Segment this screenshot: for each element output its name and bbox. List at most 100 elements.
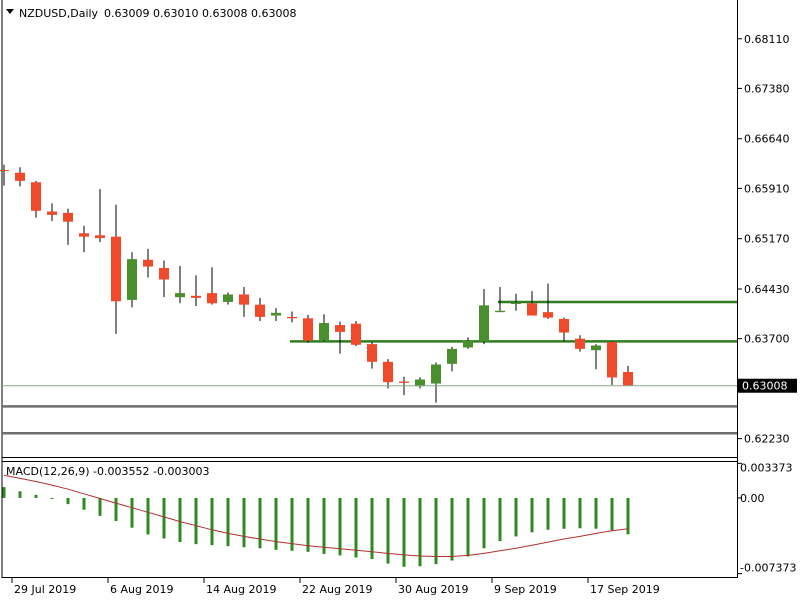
candle — [479, 289, 489, 345]
bear-candle-body — [527, 303, 537, 316]
candle — [63, 208, 73, 245]
candle — [127, 252, 137, 308]
candle — [79, 225, 89, 253]
price-tick-label: 0.62230 — [744, 433, 790, 446]
bear-candle-body — [47, 211, 57, 215]
price-tick-label: 0.65910 — [744, 182, 790, 195]
candle — [511, 293, 521, 311]
time-tick-label: 14 Aug 2019 — [206, 583, 276, 596]
candles — [0, 164, 633, 403]
macd-signal-line — [3, 474, 629, 557]
bear-candle-body — [207, 293, 217, 304]
macd-tick-label: 0.00 — [740, 492, 765, 505]
bull-candle-body — [511, 302, 521, 304]
price-axis-ticks: 0.68110 0.67380 0.66640 0.65910 0.65170 0.644… — [738, 33, 790, 446]
bull-candle-body — [431, 364, 441, 384]
bear-candle-body — [31, 182, 41, 211]
candle — [415, 377, 425, 389]
bear-candle-body — [351, 323, 361, 345]
candle — [607, 341, 617, 385]
time-tick-label: 9 Sep 2019 — [494, 583, 557, 596]
time-tick-label: 22 Aug 2019 — [302, 583, 372, 596]
bear-candle-body — [63, 212, 73, 222]
bull-candle-body — [447, 348, 457, 364]
price-tick-label: 0.65170 — [744, 233, 790, 246]
candle — [367, 342, 377, 369]
bear-candle-body — [95, 235, 105, 239]
bull-candle-body — [175, 293, 185, 298]
bear-candle-body — [399, 381, 409, 383]
macd-histogram — [2, 487, 630, 567]
bull-candle-body — [415, 379, 425, 387]
time-axis-ticks: 29 Jul 2019 6 Aug 2019 14 Aug 2019 22 Aug 2… — [11, 578, 660, 596]
candle — [527, 291, 537, 316]
time-tick-label: 17 Sep 2019 — [590, 583, 660, 596]
candle — [319, 314, 329, 342]
bear-candle-body — [255, 304, 265, 317]
bear-candle-body — [335, 325, 345, 332]
bear-candle-body — [15, 172, 25, 181]
symbol-label: NZDUSD,Daily — [19, 7, 99, 20]
candle — [431, 362, 441, 403]
candle — [575, 335, 585, 352]
candle — [255, 297, 265, 321]
candle — [31, 180, 41, 218]
price-tick-label: 0.64430 — [744, 283, 790, 296]
bull-candle-body — [127, 259, 137, 300]
bull-candle-body — [495, 310, 505, 313]
bear-candle-body — [191, 295, 201, 298]
candle — [623, 365, 633, 386]
bull-candle-body — [479, 305, 489, 342]
time-tick-label: 29 Jul 2019 — [14, 583, 76, 596]
candle — [351, 320, 361, 347]
time-tick-label: 30 Aug 2019 — [398, 583, 468, 596]
candle — [143, 248, 153, 278]
bear-candle-body — [383, 361, 393, 383]
current-price-label: 0.63008 — [742, 380, 788, 393]
candle — [207, 267, 217, 305]
bear-candle-body — [367, 344, 377, 362]
time-tick-label: 6 Aug 2019 — [110, 583, 173, 596]
bull-candle-body — [271, 312, 281, 316]
bull-candle-body — [463, 340, 473, 348]
bull-candle-body — [319, 323, 329, 341]
candle — [159, 260, 169, 298]
candle — [463, 337, 473, 349]
candle — [191, 275, 201, 307]
current-price-box — [738, 378, 797, 393]
candle — [303, 314, 313, 343]
bear-candle-body — [0, 170, 9, 172]
candle — [287, 311, 297, 323]
candle — [335, 321, 345, 354]
candle — [383, 359, 393, 389]
bear-candle-body — [559, 318, 569, 333]
candle — [47, 203, 57, 222]
candle — [15, 167, 25, 187]
bear-candle-body — [607, 342, 617, 378]
candle — [175, 265, 185, 304]
candle — [95, 189, 105, 243]
symbol-menu-arrow-icon[interactable] — [6, 9, 14, 14]
price-tick-label: 0.66640 — [744, 133, 790, 146]
ohlc-values: 0.63009 0.63010 0.63008 0.63008 — [104, 7, 296, 20]
bear-candle-body — [623, 371, 633, 386]
macd-tick-label: -0.007373 — [740, 562, 796, 575]
candle — [223, 292, 233, 305]
macd-tick-label: 0.003373 — [740, 461, 793, 474]
trend-lines — [2, 300, 737, 435]
bear-candle-body — [159, 267, 169, 280]
macd-axis-ticks: 0.003373 0.00 -0.007373 — [738, 461, 796, 575]
bear-candle-body — [111, 236, 121, 302]
price-tick-label: 0.68110 — [744, 33, 790, 46]
bull-candle-body — [223, 294, 233, 302]
bear-candle-body — [575, 338, 585, 349]
candle — [559, 317, 569, 342]
bull-candle-body — [591, 345, 601, 351]
bear-candle-body — [543, 312, 553, 318]
candle — [111, 204, 121, 334]
candle — [591, 344, 601, 370]
candle — [495, 286, 505, 313]
bear-candle-body — [79, 233, 89, 237]
candle — [543, 283, 553, 319]
